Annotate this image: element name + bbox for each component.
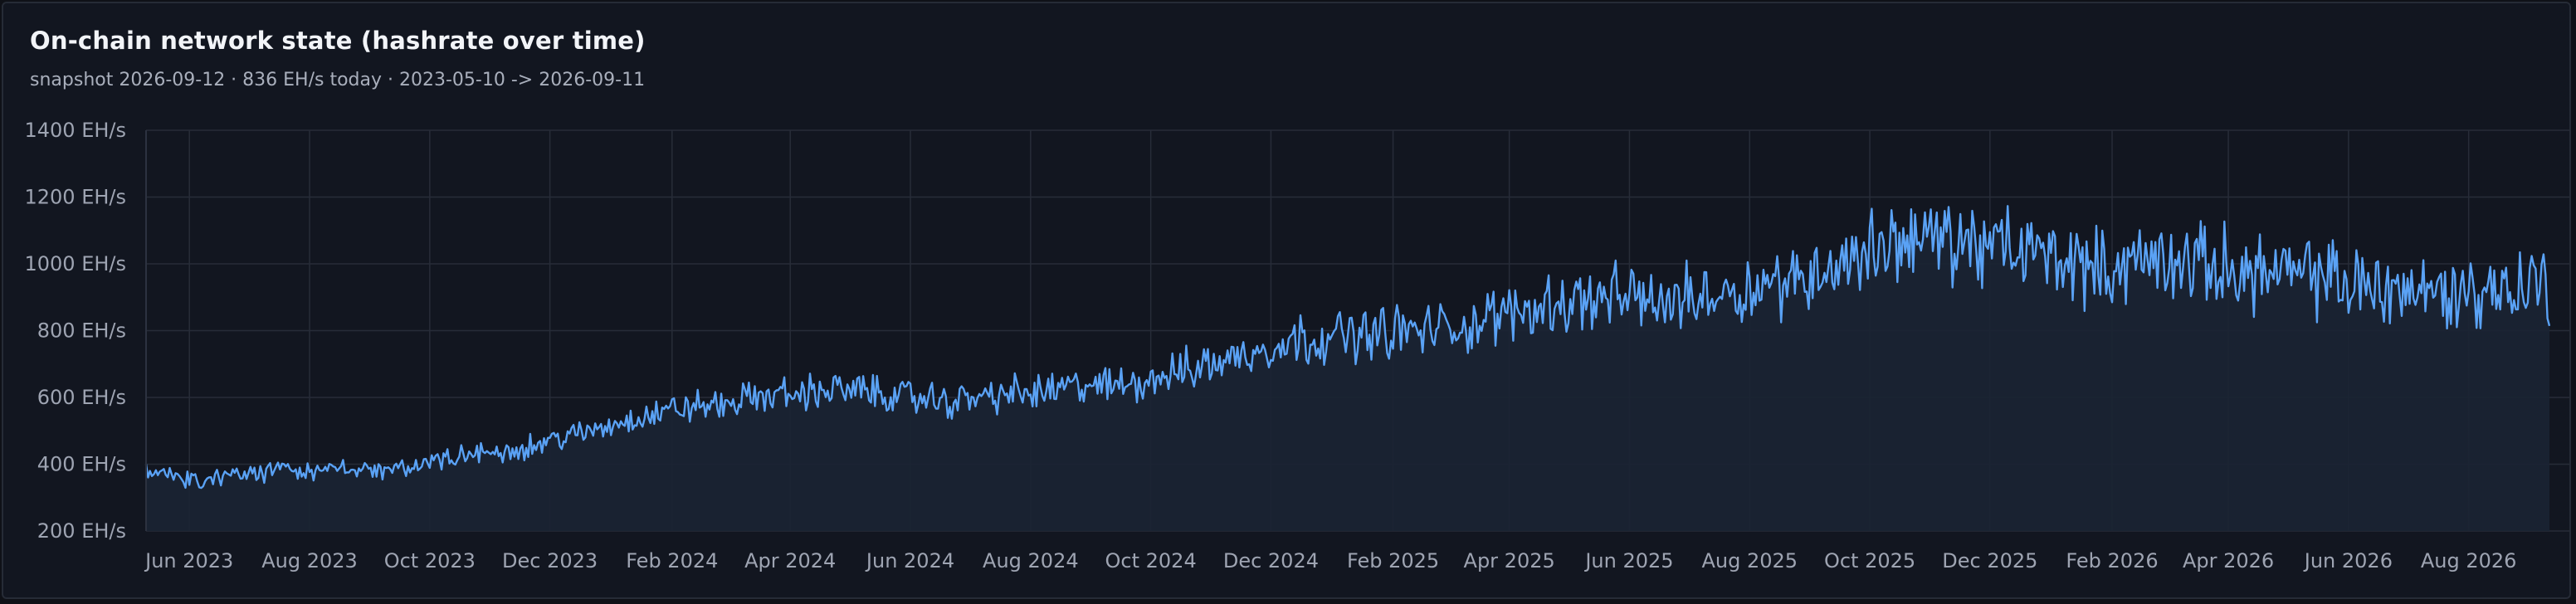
- x-tick-label: Aug 2026: [2421, 549, 2517, 572]
- x-tick-label: Jun 2023: [144, 549, 233, 572]
- x-tick-label: Jun 2025: [1583, 549, 1673, 572]
- x-tick-label: Oct 2024: [1105, 549, 1197, 572]
- chart-title: On-chain network state (hashrate over ti…: [30, 27, 646, 55]
- x-tick-label: Feb 2024: [626, 549, 718, 572]
- x-tick-label: Aug 2024: [983, 549, 1079, 572]
- x-tick-label: Apr 2026: [2183, 549, 2274, 572]
- x-tick-label: Oct 2023: [384, 549, 476, 572]
- x-tick-label: Jun 2024: [865, 549, 954, 572]
- x-tick-label: Jun 2026: [2303, 549, 2393, 572]
- x-tick-label: Apr 2024: [744, 549, 836, 572]
- x-tick-label: Feb 2026: [2066, 549, 2158, 572]
- y-tick-label: 200 EH/s: [37, 519, 126, 543]
- x-tick-label: Aug 2025: [1701, 549, 1798, 572]
- x-tick-label: Feb 2025: [1347, 549, 1439, 572]
- y-tick-label: 600 EH/s: [37, 386, 126, 409]
- x-tick-label: Apr 2025: [1464, 549, 1555, 572]
- x-tick-label: Dec 2025: [1942, 549, 2037, 572]
- series-line: [144, 205, 2551, 490]
- series-area: [146, 206, 2549, 532]
- x-tick-label: Dec 2024: [1223, 549, 1319, 572]
- y-tick-label: 1400 EH/s: [24, 119, 126, 142]
- x-tick-label: Oct 2025: [1824, 549, 1915, 572]
- x-tick-label: Aug 2023: [261, 549, 358, 572]
- y-tick-label: 1200 EH/s: [24, 186, 126, 209]
- y-tick-label: 400 EH/s: [37, 453, 126, 476]
- y-tick-label: 800 EH/s: [37, 319, 126, 343]
- x-tick-label: Dec 2023: [502, 549, 598, 572]
- chart-subtitle: snapshot 2026-09-12 · 836 EH/s today · 2…: [30, 70, 646, 90]
- y-tick-label: 1000 EH/s: [24, 252, 126, 275]
